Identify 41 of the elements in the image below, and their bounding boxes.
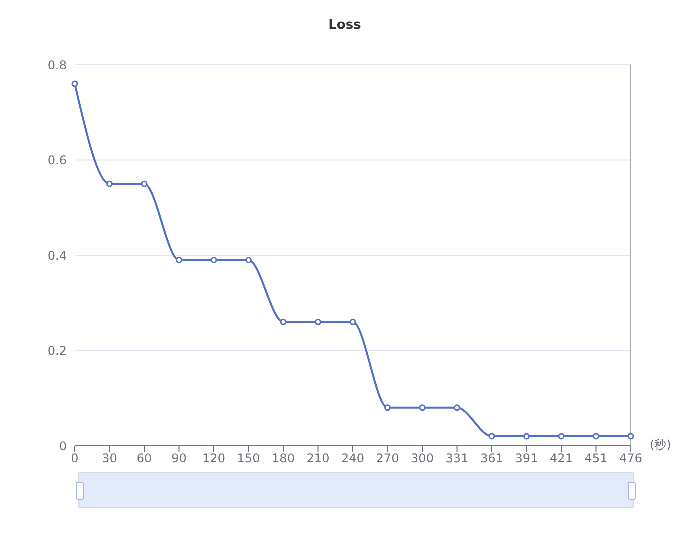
point [210, 257, 218, 264]
x-tick-label: 150 [237, 452, 260, 466]
x-tick-label: 120 [202, 452, 226, 466]
x-tick-label: 421 [550, 452, 573, 466]
x-axis-title: (秒) [650, 437, 672, 454]
point [72, 80, 78, 88]
x-tick-label: 270 [376, 452, 400, 466]
y-tick-label: 0.4 [48, 248, 67, 263]
point [315, 318, 322, 326]
point [280, 318, 287, 326]
point [384, 404, 391, 412]
x-tick-label: 300 [411, 452, 434, 466]
point [454, 404, 460, 412]
point [350, 318, 356, 326]
x-tick-label: 180 [272, 452, 295, 466]
point [419, 404, 426, 412]
x-tick-label: 240 [342, 452, 364, 466]
x-tick-label: 361 [480, 452, 504, 466]
x-tick-label: 476 [620, 452, 642, 466]
x-tick-label: 90 [172, 452, 187, 466]
point [246, 257, 252, 264]
point [593, 433, 600, 440]
x-tick-label: 60 [136, 452, 152, 466]
x-tick-label: 0 [71, 452, 79, 466]
x-tick-label: 391 [515, 452, 538, 466]
point [141, 180, 148, 188]
y-tick-label: 0.8 [48, 58, 67, 72]
x-tick-label: 30 [102, 452, 118, 466]
y-tick-label: 0.6 [48, 154, 67, 168]
x-tick-label: 331 [446, 452, 469, 466]
y-tick-label: 0.2 [48, 344, 67, 358]
point [106, 180, 113, 188]
point [558, 433, 565, 440]
point [488, 433, 496, 440]
y-tick-label: 0 [59, 439, 67, 454]
x-tick-label: 451 [584, 452, 608, 466]
point [176, 257, 182, 264]
point [524, 433, 530, 440]
point [628, 433, 634, 440]
chart-title: Loss [328, 18, 362, 33]
x-tick-label: 210 [306, 452, 330, 466]
